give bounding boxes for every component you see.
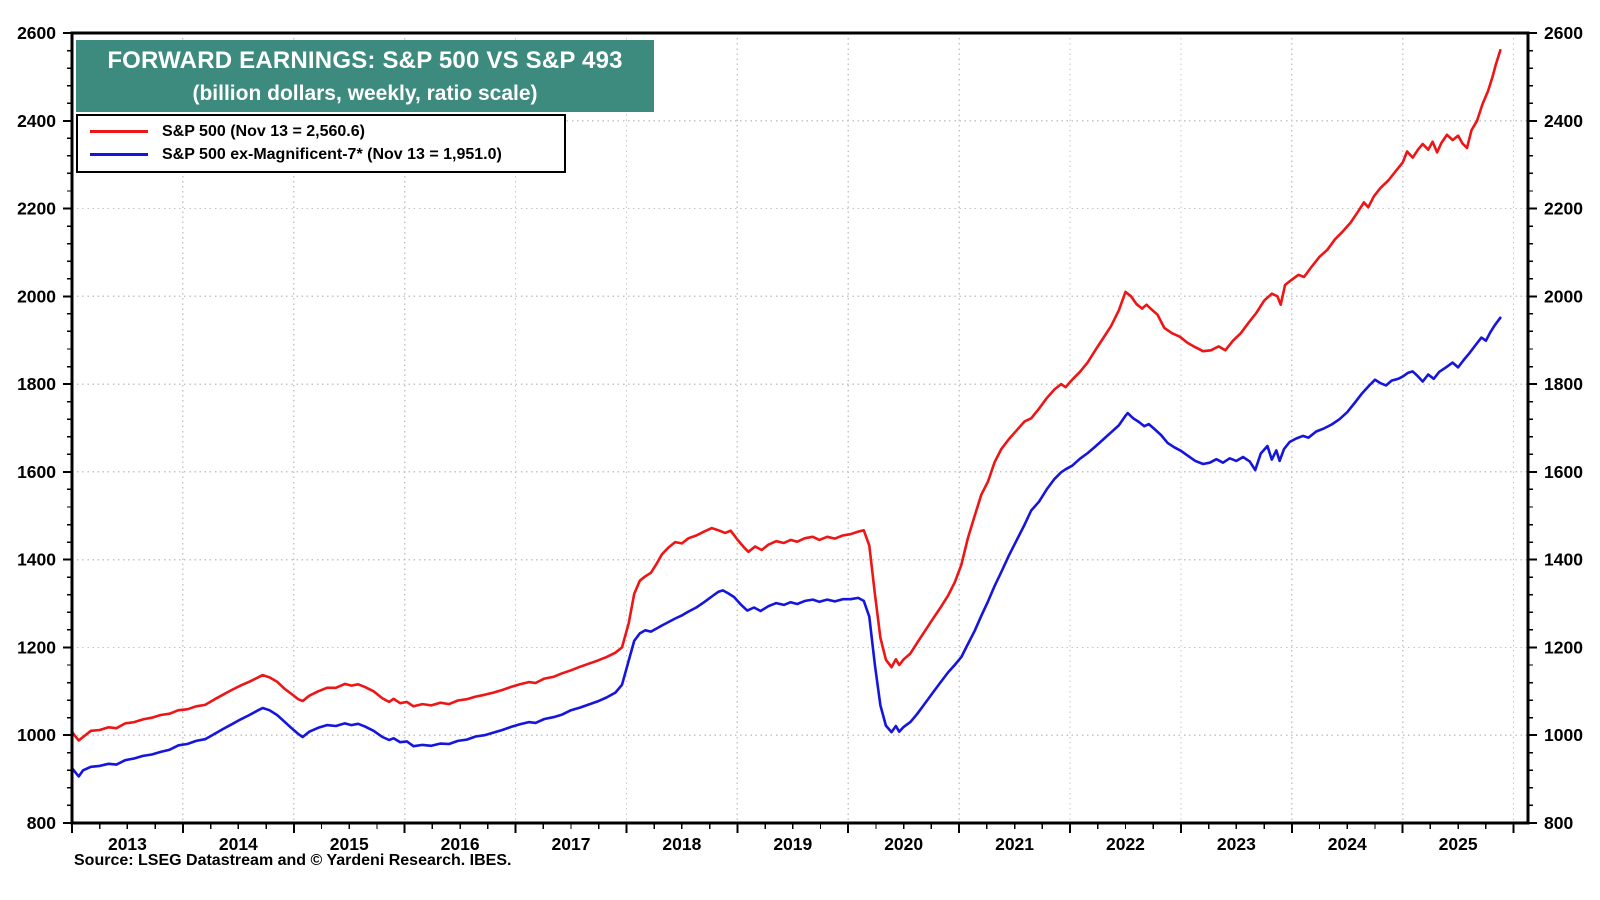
legend-box: S&P 500 (Nov 13 = 2,560.6) S&P 500 ex-Ma… [76, 114, 566, 173]
x-axis-label: 2019 [773, 834, 812, 854]
sp493-line-swatch [90, 153, 148, 156]
plot-frame [70, 31, 1530, 825]
y-axis-label-left: 1000 [17, 725, 56, 745]
legend-label-sp493: S&P 500 ex-Magnificent-7* (Nov 13 = 1,95… [162, 145, 502, 163]
x-axis-label: 2024 [1328, 834, 1367, 854]
y-axis-label-right: 2600 [1544, 23, 1583, 43]
x-axis-label: 2020 [884, 834, 923, 854]
y-axis-label-left: 1600 [17, 462, 56, 482]
y-axis-label-left: 1800 [17, 374, 56, 394]
y-axis-label-left: 2600 [17, 23, 56, 43]
legend-item-sp500: S&P 500 (Nov 13 = 2,560.6) [78, 120, 564, 143]
x-axis-label: 2017 [552, 834, 591, 854]
x-axis-label: 2015 [330, 834, 369, 854]
chart-subtitle: (billion dollars, weekly, ratio scale) [192, 82, 538, 105]
y-axis-label-right: 2000 [1544, 286, 1583, 306]
x-axis-label: 2025 [1439, 834, 1478, 854]
y-axis-label-right: 1800 [1544, 374, 1583, 394]
y-axis-label-right: 800 [1544, 813, 1573, 833]
y-axis-label-right: 2200 [1544, 199, 1583, 219]
legend-item-sp493: S&P 500 ex-Magnificent-7* (Nov 13 = 1,95… [78, 143, 564, 166]
chart-title-box: FORWARD EARNINGS: S&P 500 VS S&P 493 (bi… [76, 40, 654, 112]
legend-label-sp500: S&P 500 (Nov 13 = 2,560.6) [162, 122, 365, 140]
x-axis-label: 2013 [108, 834, 147, 854]
y-axis-label-left: 800 [27, 813, 56, 833]
y-axis-label-left: 2400 [17, 111, 56, 131]
series-line-sp493 [70, 316, 1502, 778]
chart-title: FORWARD EARNINGS: S&P 500 VS S&P 493 [107, 47, 623, 74]
source-note: Source: LSEG Datastream and © Yardeni Re… [74, 852, 512, 869]
y-axis-label-left: 1400 [17, 550, 56, 570]
y-axis-label-right: 1600 [1544, 462, 1583, 482]
sp500-line-swatch [90, 130, 148, 133]
x-axis-label: 2023 [1217, 834, 1256, 854]
y-axis-label-left: 2200 [17, 199, 56, 219]
series-line-sp500 [70, 49, 1502, 742]
x-axis-label: 2016 [441, 834, 480, 854]
x-axis-label: 2022 [1106, 834, 1145, 854]
x-axis-label: 2021 [995, 834, 1034, 854]
y-axis-label-right: 1200 [1544, 637, 1583, 657]
y-axis-label-right: 1000 [1544, 725, 1583, 745]
y-axis-label-right: 1400 [1544, 550, 1583, 570]
x-axis-label: 2014 [219, 834, 258, 854]
y-axis-label-left: 2000 [17, 286, 56, 306]
x-axis-label: 2018 [662, 834, 701, 854]
y-axis-label-right: 2400 [1544, 111, 1583, 131]
y-axis-label-left: 1200 [17, 637, 56, 657]
